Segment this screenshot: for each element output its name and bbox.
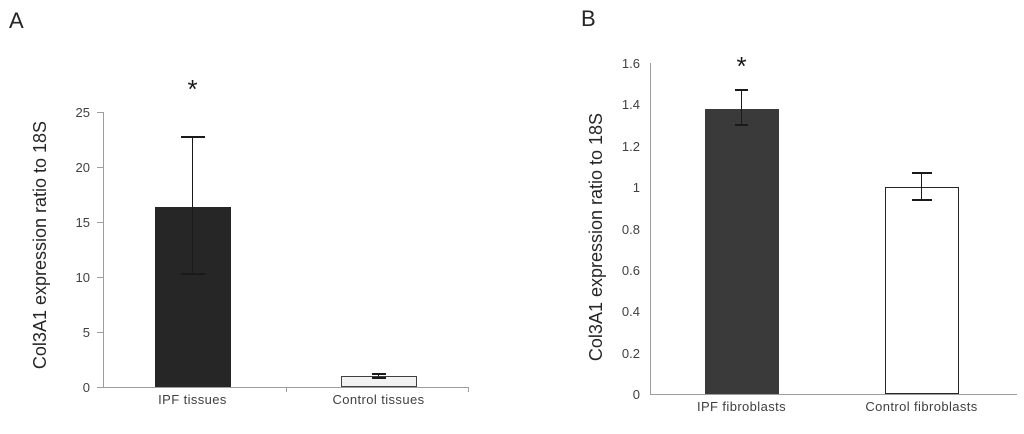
x-category-label: IPF tissues [158,392,227,407]
y-axis-line [103,112,104,387]
panel-b-y-axis-title: Col3A1 expression ratio to 18S [586,112,606,362]
y-tick-label: 1.4 [621,97,640,113]
y-tick-label: 25 [75,105,90,120]
error-bar-cap-bottom [180,272,205,275]
y-tick-mark [97,167,103,168]
y-tick-label: 1.2 [621,138,640,154]
bar-control-fibroblasts [884,187,959,394]
y-tick-label: 0.8 [621,221,640,237]
x-category-label: Control tissues [332,392,425,407]
significance-asterisk: * [736,51,747,81]
error-bar-cap-bottom [911,198,932,201]
y-tick-label: 0.6 [621,262,640,278]
error-bar-cap-top [735,88,748,91]
panel-a-y-axis-title: Col3A1 expression ratio to 18S [30,120,50,370]
error-bar-cap-bottom [735,124,748,127]
y-tick-mark [97,332,103,333]
bar-ipf-fibroblasts [704,108,779,394]
panel-b-label: B [581,6,596,31]
y-tick-label: 0.4 [621,304,640,320]
panel-a-label: A [9,8,24,33]
x-category-label: Control fibroblasts [865,399,978,414]
y-tick-label: 1 [632,180,640,196]
error-bar-cap-top [911,171,932,174]
x-tick-mark [285,387,287,392]
y-axis-line [649,63,651,394]
y-tick-label: 0 [82,380,90,395]
x-tick-mark [468,387,469,392]
y-tick-mark [97,277,103,278]
y-tick-mark [97,112,103,113]
y-tick-label: 0.2 [621,345,640,361]
error-bar-cap-top [371,372,386,375]
x-axis-line [649,394,1017,395]
x-category-label: IPF fibroblasts [696,399,787,414]
y-tick-label: 5 [82,325,90,340]
error-bar-cap-bottom [371,377,386,380]
significance-asterisk: * [187,74,198,104]
error-bar-line [191,137,194,274]
y-tick-label: 15 [75,215,90,230]
y-tick-label: 10 [75,270,90,285]
error-bar-line [740,89,743,126]
y-tick-label: 1.6 [621,56,640,71]
y-tick-mark [97,387,103,388]
y-tick-label: 0 [632,387,640,402]
y-tick-mark [97,222,103,223]
y-tick-label: 20 [75,160,90,175]
error-bar-line [377,373,380,379]
error-bar-cap-top [180,136,205,139]
error-bar-line [920,172,923,200]
